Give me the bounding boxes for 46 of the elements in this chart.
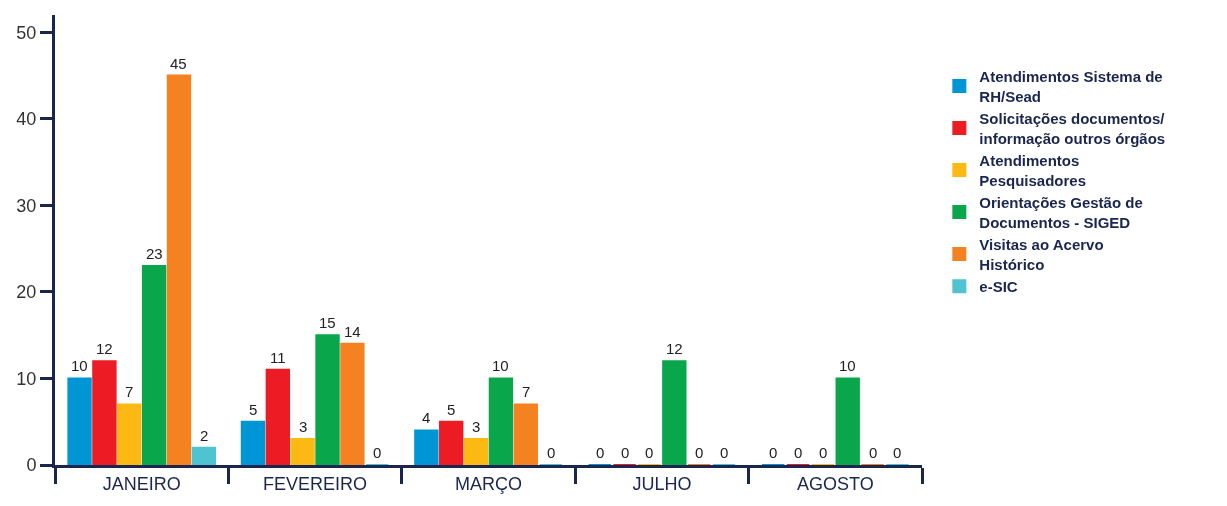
data-label: 0: [373, 444, 382, 461]
x-tick-label: JULHO: [632, 473, 692, 494]
x-tick-label: FEVEREIRO: [263, 473, 368, 494]
data-label: 0: [645, 444, 654, 461]
data-label: 3: [299, 418, 308, 435]
data-label: 23: [146, 245, 163, 262]
data-label: 45: [170, 55, 187, 72]
data-label: 2: [200, 427, 209, 444]
data-label: 0: [769, 444, 778, 461]
y-tick-label: 50: [16, 22, 37, 43]
y-tick-label: 0: [26, 455, 37, 476]
data-label: 0: [819, 444, 828, 461]
data-label: 7: [125, 383, 134, 400]
data-label: 0: [893, 444, 902, 461]
legend-label: e-SIC: [979, 278, 1018, 296]
legend-label: Atendimentos Pesquisadores: [979, 152, 1087, 189]
data-label: 0: [695, 444, 704, 461]
y-tick-label: 10: [16, 368, 37, 389]
y-tick-label: 30: [16, 195, 37, 216]
data-label: 14: [344, 323, 361, 340]
data-label: 0: [794, 444, 803, 461]
data-label: 7: [522, 383, 531, 400]
data-label: 0: [621, 444, 630, 461]
legend-label: Atendimentos Sistema de RH/Sead: [979, 68, 1163, 105]
data-label: 10: [839, 357, 856, 374]
data-label: 5: [447, 401, 456, 418]
data-label: 12: [96, 340, 113, 357]
x-tick-label: JANEIRO: [102, 473, 181, 494]
data-label: 5: [249, 401, 258, 418]
data-label: 11: [270, 349, 286, 366]
data-label: 3: [472, 418, 481, 435]
data-label: 0: [547, 444, 556, 461]
legend-label: Solicitações documentos/ informação outros órgãos: [979, 110, 1166, 147]
x-tick-label: AGOSTO: [796, 473, 874, 494]
data-label: 10: [71, 357, 88, 374]
data-label: 0: [869, 444, 878, 461]
data-label: 10: [492, 357, 509, 374]
data-label: 4: [422, 409, 431, 426]
x-tick-label: MARÇO: [455, 473, 522, 494]
data-label: 0: [720, 444, 729, 461]
y-tick-label: 20: [16, 282, 37, 303]
data-label: 12: [666, 340, 683, 357]
legend-label: Orientações Gestão de Documentos - SIGED: [979, 194, 1143, 231]
data-label: 15: [319, 314, 336, 331]
y-tick-label: 40: [16, 109, 37, 130]
data-label: 0: [596, 444, 605, 461]
